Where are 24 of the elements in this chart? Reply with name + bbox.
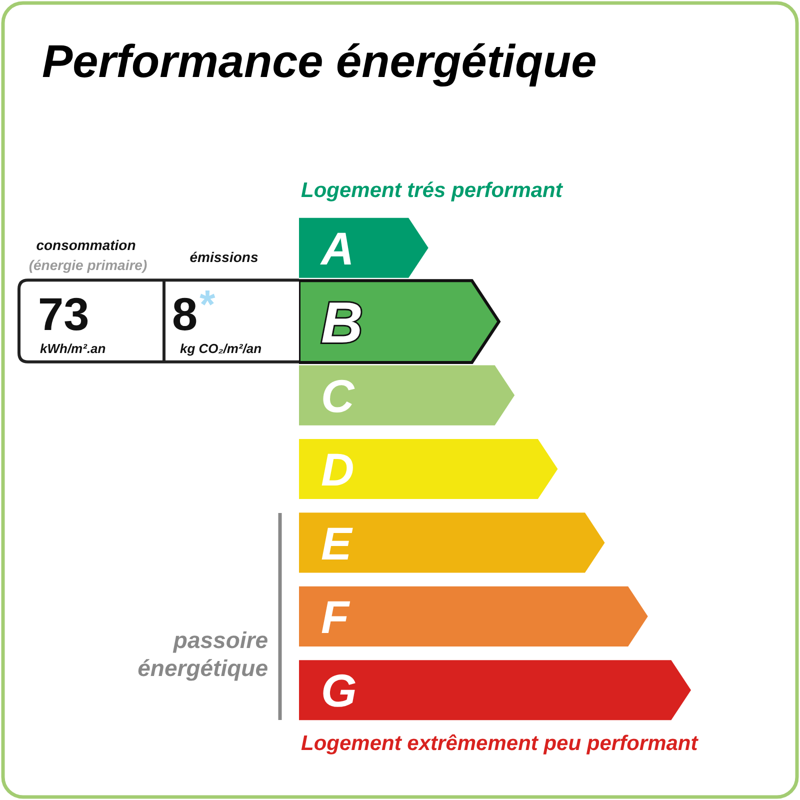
text: 8: [172, 288, 198, 340]
text: *: [200, 283, 216, 328]
y-tick-label: G: [321, 664, 357, 717]
chart-title: Performance énergétique: [42, 35, 597, 87]
bar: [299, 512, 605, 573]
y-tick-label: C: [321, 370, 355, 422]
text: émissions: [190, 249, 258, 266]
bar: [299, 365, 515, 426]
y-tick-label: E: [321, 517, 353, 570]
text: kWh/m².an: [40, 340, 106, 356]
bar: [299, 660, 691, 720]
bar: [299, 438, 558, 500]
text: (énergie primaire): [28, 257, 148, 274]
text: consommation: [36, 237, 136, 254]
text: 73: [38, 288, 90, 340]
y-tick-label: D: [321, 444, 354, 496]
text: Logement trés performant: [301, 179, 564, 202]
bar: [299, 586, 648, 646]
text: passoire énergétique: [136, 626, 268, 682]
text: Logement extrêmement peu performant: [301, 732, 699, 755]
y-tick-label: F: [321, 590, 351, 643]
y-tick-label: B: [321, 290, 363, 356]
text: kg CO₂/m²/an: [180, 340, 262, 356]
y-tick-label: A: [320, 222, 354, 274]
